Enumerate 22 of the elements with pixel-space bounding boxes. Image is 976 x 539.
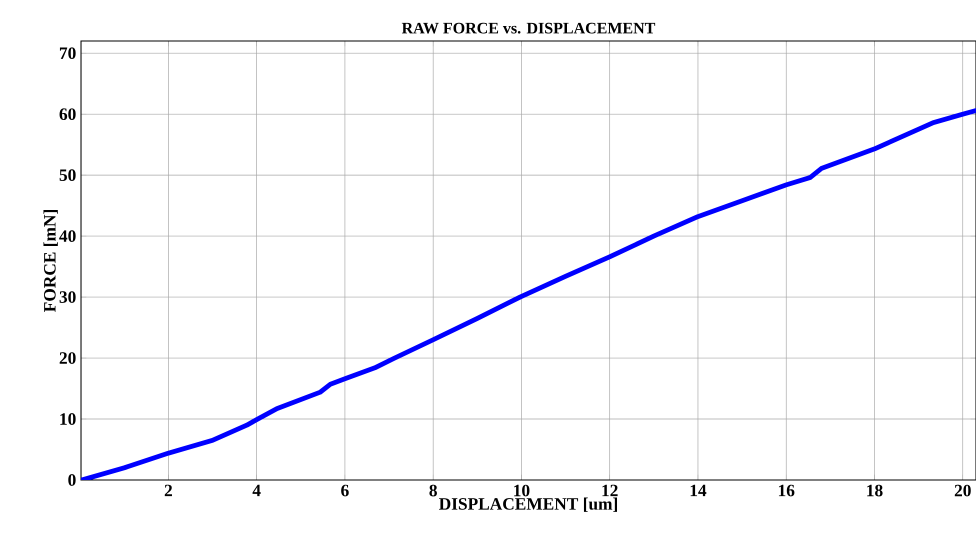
x-tick-label: 4 (252, 484, 261, 496)
x-tick-label: 12 (602, 484, 618, 496)
x-tick-label: 16 (778, 484, 794, 496)
x-tick-label: 18 (867, 484, 883, 496)
x-tick-label: 20 (954, 484, 971, 496)
y-tick-label: 10 (60, 413, 76, 425)
y-tick-label: 70 (60, 47, 76, 60)
y-tick-label: 0 (68, 474, 76, 486)
x-tick-label: 8 (429, 484, 437, 496)
y-tick-label: 60 (60, 108, 76, 120)
y-tick-label: 40 (59, 230, 76, 242)
x-tick-label: 2 (164, 484, 172, 496)
y-tick-label: 30 (60, 291, 76, 303)
y-tick-label: 50 (60, 169, 76, 181)
x-tick-label: 14 (690, 484, 706, 496)
x-tick-label: 10 (514, 484, 530, 496)
chart-title: RAW FORCE vs. DISPLACEMENT (402, 22, 656, 34)
y-axis-title: FORCE [mN] (43, 210, 58, 312)
x-axis-title: DISPLACEMENT [um] (439, 498, 618, 512)
line-series (81, 108, 976, 480)
x-tick-label: 6 (341, 484, 349, 496)
y-tick-label: 20 (60, 352, 76, 364)
